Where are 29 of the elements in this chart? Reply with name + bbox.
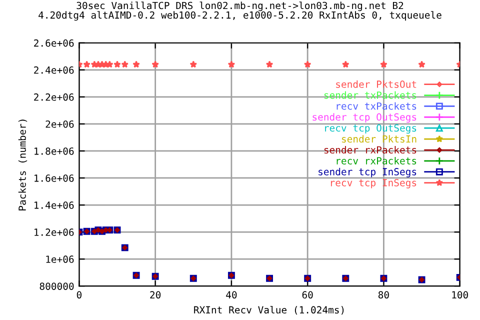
x-tick-label: 0 xyxy=(76,291,82,299)
x-axis-title: RXInt Recv Value (1.024ms) xyxy=(194,306,344,315)
x-tick-label: 80 xyxy=(378,291,389,299)
y-tick-label: 2.2e+06 xyxy=(34,93,74,101)
x-tick-label: 60 xyxy=(302,291,313,299)
legend-label: sender PktsIn xyxy=(342,135,416,143)
legend-label: recv tcp InSegs xyxy=(330,179,416,188)
legend-label: sender txPackets xyxy=(324,91,416,99)
x-tick-label: 40 xyxy=(226,291,237,299)
legend-label: sender rxPackets xyxy=(324,146,416,154)
x-tick-label: 100 xyxy=(452,291,468,299)
legend-label: sender tcp OutSegs xyxy=(312,113,416,123)
x-tick-label: 20 xyxy=(150,291,161,299)
chart-title: 30sec VanillaTCP DRS lon02.mb-ng.net->lon03.mb-ng.net B2 4.20dtg4 altAIMD-0.2 web100-2.2.1, e1000-5.2.20 RxIntAbs 0, txqueuele xyxy=(38,2,442,21)
y-tick-label: 1.2e+06 xyxy=(34,228,74,236)
legend-label: sender tcp InSegs xyxy=(318,168,416,178)
y-tick-label: 2.4e+06 xyxy=(34,66,74,74)
y-tick-label: 2e+06 xyxy=(46,120,74,128)
y-tick-label: 1e+06 xyxy=(46,256,74,263)
y-tick-label: 1.6e+06 xyxy=(34,174,74,182)
legend-label: recv tcp OutSegs xyxy=(325,124,416,134)
y-axis-title: Packets (number) xyxy=(18,120,28,210)
y-tick-label: 1.8e+06 xyxy=(34,147,74,155)
legend-label: sender PktsOut xyxy=(336,80,416,88)
y-tick-label: 800000 xyxy=(40,282,74,290)
legend-label: recv rxPackets xyxy=(336,156,416,164)
y-tick-label: 1.4e+06 xyxy=(34,202,74,209)
y-tick-label: 2.6e+06 xyxy=(34,39,74,47)
legend-label: recv txPackets xyxy=(336,102,416,110)
